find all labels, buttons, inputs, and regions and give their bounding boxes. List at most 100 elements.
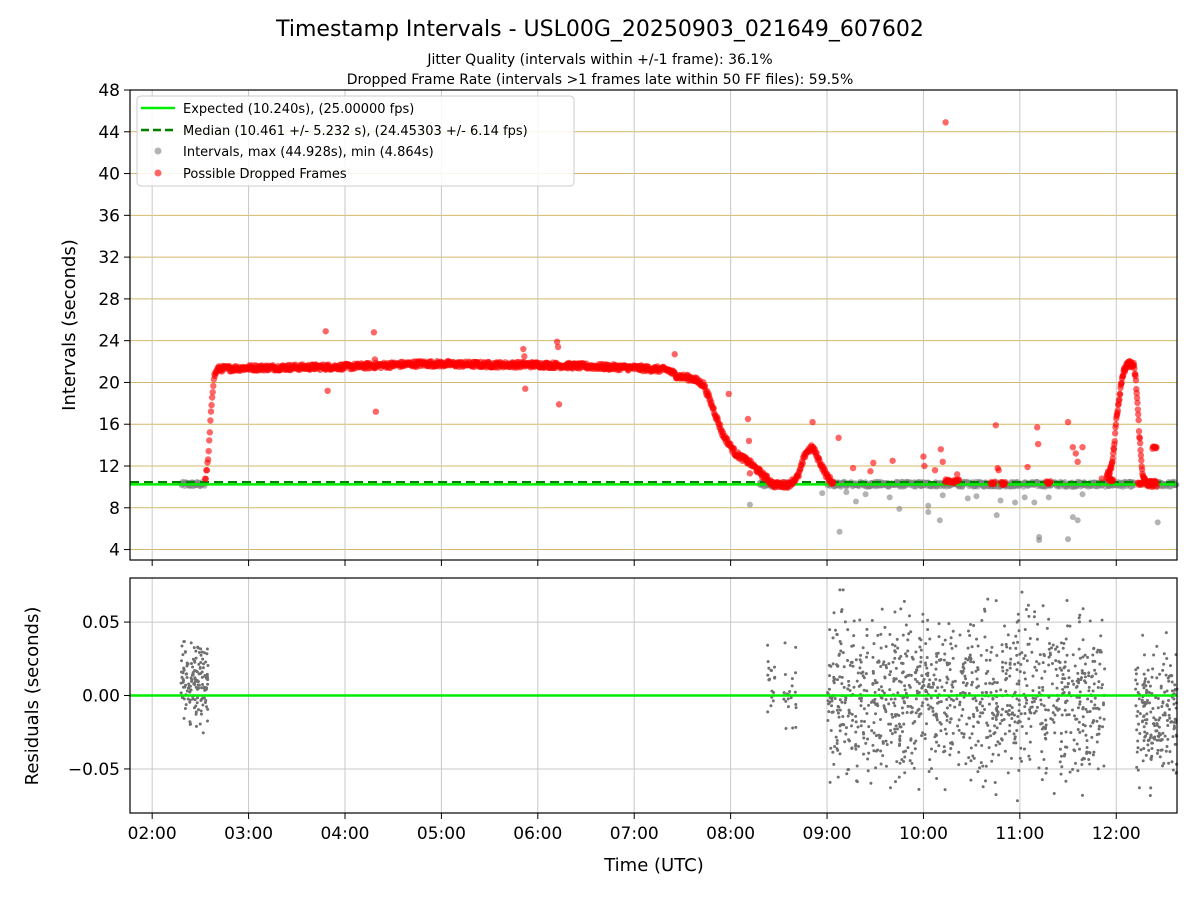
residual-point bbox=[1019, 746, 1023, 750]
residual-point bbox=[923, 732, 927, 736]
residual-point bbox=[200, 697, 204, 701]
residual-point bbox=[1024, 701, 1028, 705]
residual-point bbox=[958, 633, 962, 637]
residual-point bbox=[883, 625, 887, 629]
residual-point bbox=[1144, 734, 1148, 738]
residual-point bbox=[864, 672, 868, 676]
legend-intervals-label: Intervals, max (44.928s), min (4.864s) bbox=[183, 145, 434, 160]
residual-point bbox=[1080, 758, 1084, 762]
residual-point bbox=[966, 629, 970, 633]
residual-point bbox=[936, 696, 940, 700]
residual-point bbox=[921, 680, 925, 684]
residual-point bbox=[935, 715, 939, 719]
residual-point bbox=[1018, 756, 1022, 760]
residual-point bbox=[1078, 702, 1082, 706]
residual-point bbox=[183, 685, 187, 689]
residual-point bbox=[926, 628, 930, 632]
residual-point bbox=[1159, 748, 1163, 752]
residual-point bbox=[773, 676, 777, 680]
residual-point bbox=[956, 724, 960, 728]
residual-point bbox=[1141, 719, 1145, 723]
dropped-frame-outlier bbox=[1079, 444, 1086, 451]
interval-outlier-point bbox=[1074, 517, 1081, 524]
residual-point bbox=[1059, 641, 1063, 645]
legend-box bbox=[136, 95, 575, 187]
residual-point bbox=[972, 756, 976, 760]
residual-point bbox=[190, 679, 194, 683]
residual-point bbox=[1162, 761, 1166, 765]
residual-point bbox=[201, 666, 205, 670]
residual-point bbox=[1149, 757, 1153, 761]
residual-point bbox=[1091, 689, 1095, 693]
residual-point bbox=[1146, 680, 1150, 684]
residual-point bbox=[874, 712, 878, 716]
residual-point bbox=[196, 696, 200, 700]
residual-point bbox=[987, 746, 991, 750]
residual-point bbox=[1153, 735, 1157, 739]
residual-point bbox=[1071, 767, 1075, 771]
residual-point bbox=[874, 734, 878, 738]
residual-point bbox=[1020, 590, 1024, 594]
residual-point bbox=[1040, 676, 1044, 680]
residual-point bbox=[1078, 700, 1082, 704]
residual-point bbox=[1002, 717, 1006, 721]
residual-point bbox=[199, 712, 203, 716]
residual-point bbox=[841, 588, 845, 592]
residual-point bbox=[948, 661, 952, 665]
residual-point bbox=[1163, 690, 1167, 694]
residual-point bbox=[766, 643, 770, 647]
residual-point bbox=[1037, 662, 1041, 666]
residual-point bbox=[1170, 760, 1174, 764]
residual-point bbox=[1158, 672, 1162, 676]
residual-point bbox=[1172, 724, 1176, 728]
residual-point bbox=[191, 657, 195, 661]
residual-point bbox=[1035, 637, 1039, 641]
residual-point bbox=[844, 732, 848, 736]
dropped-frame-point bbox=[206, 429, 214, 436]
residual-point bbox=[856, 671, 860, 675]
residual-point bbox=[921, 612, 925, 616]
chart-title: Timestamp Intervals - USL00G_20250903_02… bbox=[275, 17, 924, 42]
residual-point bbox=[986, 597, 990, 601]
residual-point bbox=[1102, 764, 1106, 768]
dropped-frame-point bbox=[1136, 435, 1143, 442]
residual-point bbox=[866, 757, 870, 761]
residuals-panel: −0.050.000.05 02:00 03:00 04:00 05:00 06:00 0… bbox=[22, 577, 1179, 876]
residual-point bbox=[1008, 666, 1012, 670]
residual-point bbox=[1061, 677, 1065, 681]
residual-point bbox=[1061, 673, 1065, 677]
residual-point bbox=[928, 758, 932, 762]
residual-point bbox=[934, 652, 938, 656]
residual-point bbox=[854, 714, 858, 718]
residual-point bbox=[889, 670, 893, 674]
residual-point bbox=[893, 780, 897, 784]
residual-point bbox=[1068, 770, 1072, 774]
residual-point bbox=[859, 660, 863, 664]
residual-point bbox=[1089, 700, 1093, 704]
residual-point bbox=[1025, 698, 1029, 702]
residual-point bbox=[1063, 660, 1067, 664]
residual-point bbox=[1083, 662, 1087, 666]
residual-point bbox=[1164, 749, 1168, 753]
dropped-frame-point bbox=[1132, 377, 1140, 384]
residual-point bbox=[867, 703, 871, 707]
residual-point bbox=[846, 714, 850, 718]
residual-point bbox=[880, 607, 884, 611]
residual-point bbox=[1086, 697, 1090, 701]
residual-point bbox=[1143, 704, 1147, 708]
residual-point bbox=[1067, 713, 1071, 717]
residual-point bbox=[994, 599, 998, 603]
residual-point bbox=[202, 696, 206, 700]
residual-point bbox=[1166, 737, 1170, 741]
residuals-y-axis: −0.05 0.00 0.05 bbox=[68, 613, 130, 780]
residual-point bbox=[903, 688, 907, 692]
residual-point bbox=[1014, 741, 1018, 745]
residual-point bbox=[991, 716, 995, 720]
intervals-y-tick-label: 16 bbox=[98, 415, 120, 435]
residual-point bbox=[891, 660, 895, 664]
residual-point bbox=[892, 701, 896, 705]
residual-point bbox=[866, 769, 870, 773]
residual-point bbox=[893, 714, 897, 718]
residual-point bbox=[835, 739, 839, 743]
residual-point bbox=[879, 646, 883, 650]
